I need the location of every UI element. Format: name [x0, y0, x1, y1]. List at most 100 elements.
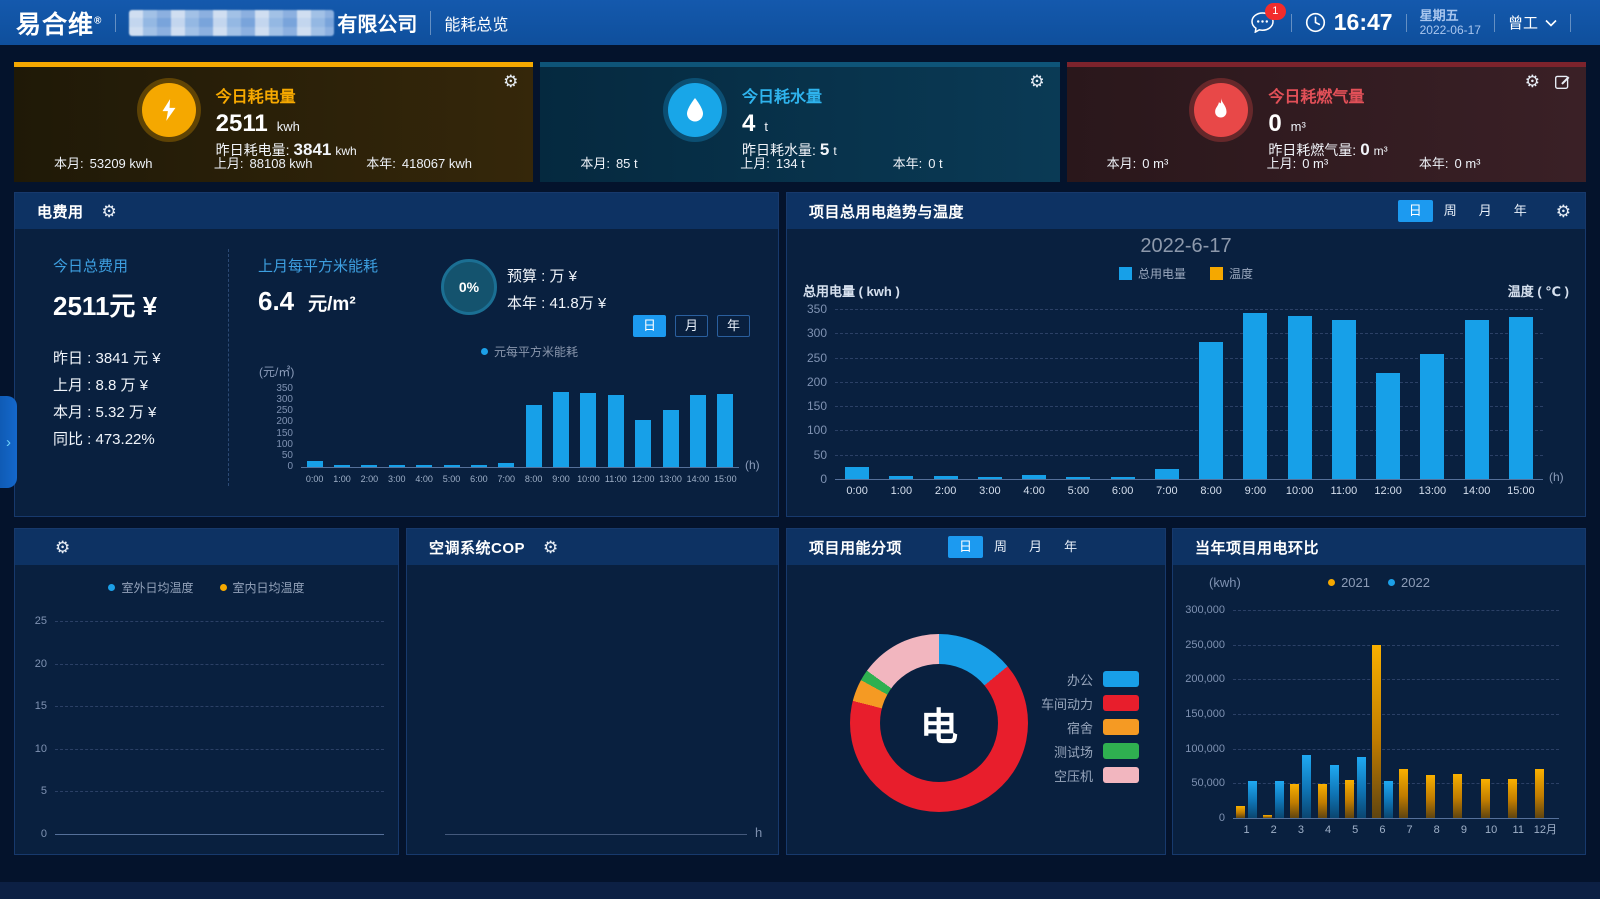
kpi-stats: 本月:53209 kwh 上月:88108 kwh 本年:418067 kwh	[54, 153, 503, 172]
stat-month: 本月:53209 kwh	[54, 153, 214, 172]
settings-gear-icon[interactable]: ⚙	[503, 73, 518, 90]
panel-hvac-cop: 空调系统COP ⚙ h	[406, 528, 779, 855]
sqm-label: 上月每平方米能耗	[258, 255, 378, 276]
nav-energy-overview[interactable]: 能耗总览	[444, 11, 508, 35]
energy-donut-chart: 电	[850, 634, 1028, 812]
bar-hourly_cost	[389, 465, 405, 467]
x-axis-tick: 3:00	[383, 472, 410, 486]
kpi-title: 今日耗电量	[216, 83, 406, 107]
tab-day[interactable]: 日	[1398, 200, 1433, 222]
bar-2022	[1275, 781, 1284, 818]
bar-2021	[1481, 779, 1490, 818]
legend-label: 总用电量	[1138, 265, 1186, 282]
legend-label: 温度	[1229, 265, 1253, 282]
legend-swatch	[1388, 579, 1395, 586]
tab-month[interactable]: 月	[675, 315, 708, 337]
y-axis-tick: 100	[787, 422, 827, 438]
messages-button[interactable]: 1	[1251, 12, 1274, 33]
panel-header: 电费用 ⚙	[15, 193, 778, 229]
tab-week[interactable]: 周	[1433, 200, 1468, 222]
legend-swatch	[1328, 579, 1335, 586]
y-axis-tick: 350	[787, 301, 827, 317]
panel-title: 当年项目用电环比	[1195, 537, 1319, 558]
yoy-legend: 20212022	[1173, 575, 1585, 590]
water-drop-icon	[668, 83, 722, 137]
legend-label: 2021	[1341, 575, 1370, 590]
bar-2021	[1236, 806, 1245, 818]
tab-year[interactable]: 年	[717, 315, 750, 337]
tab-day[interactable]: 日	[633, 315, 666, 337]
kpi-main: 今日耗电量 2511kwh 昨日耗电量:3841kwh	[14, 62, 533, 160]
x-axis-tick: 4:00	[1012, 484, 1056, 498]
bar-总用电量	[1022, 475, 1046, 479]
kpi-value: 4t	[742, 110, 932, 138]
x-axis-tick: 14:00	[684, 472, 711, 486]
x-axis-tick: 3:00	[968, 484, 1012, 498]
gridline	[1233, 645, 1559, 646]
bar-总用电量	[1332, 320, 1356, 479]
panel-yoy-electricity: 当年项目用电环比 (kwh) 20212022 050,000100,00015…	[1172, 528, 1586, 855]
clock-icon	[1305, 12, 1326, 33]
user-menu[interactable]: 曾工	[1508, 12, 1557, 33]
tab-year[interactable]: 年	[1053, 536, 1088, 558]
x-axis-tick: 5	[1342, 823, 1369, 837]
tab-year[interactable]: 年	[1503, 200, 1538, 222]
donut-center-label: 电	[880, 664, 998, 782]
x-axis-tick: 6	[1369, 823, 1396, 837]
y-axis-tick: 0	[787, 471, 827, 487]
x-axis-unit: (h)	[1549, 470, 1564, 484]
temperature-legend: 室外日均温度室内日均温度	[15, 579, 398, 596]
date-display: 星期五 2022-06-17	[1420, 8, 1481, 38]
sidebar-expand-handle[interactable]: ›	[0, 396, 17, 488]
settings-gear-icon[interactable]: ⚙	[1556, 203, 1571, 220]
bar-hourly_cost	[471, 465, 487, 467]
legend-label: 办公	[1067, 670, 1093, 689]
x-axis-tick: 4:00	[411, 472, 438, 486]
bar-2021	[1399, 769, 1408, 818]
settings-gear-icon[interactable]: ⚙	[102, 203, 117, 220]
x-axis-tick: 14:00	[1455, 484, 1499, 498]
bar-hourly_cost	[498, 463, 514, 467]
settings-gear-icon[interactable]: ⚙	[55, 539, 70, 556]
bar-2021	[1535, 769, 1544, 818]
y-axis-unit: (元/㎡)	[259, 363, 294, 380]
x-axis-tick: 1:00	[879, 484, 923, 498]
panel-header: ⚙	[15, 529, 398, 565]
panel-title: 电费用	[37, 201, 84, 222]
settings-gear-icon[interactable]: ⚙	[1525, 73, 1540, 90]
gridline	[55, 706, 384, 707]
tab-week[interactable]: 周	[983, 536, 1018, 558]
divider	[430, 11, 431, 35]
x-axis-tick: 5:00	[438, 472, 465, 486]
tab-day[interactable]: 日	[948, 536, 983, 558]
legend-item: 2021	[1328, 575, 1370, 590]
sqm-energy-block: 上月每平方米能耗 6.4元/m²	[258, 255, 378, 317]
message-count-badge: 1	[1265, 3, 1286, 20]
panel-electricity-cost: 电费用 ⚙ 今日总费用 2511元 ¥ 昨日 : 3841 元 ¥ 上月 : 8…	[14, 192, 779, 517]
card-accent-strip	[540, 62, 1059, 67]
yoy-bar-chart: 050,000100,000150,000200,000250,000300,0…	[1179, 591, 1581, 851]
kpi-value: 2511kwh	[216, 110, 406, 138]
tab-month[interactable]: 月	[1468, 200, 1503, 222]
settings-gear-icon[interactable]: ⚙	[1029, 73, 1044, 90]
kpi-card-electricity: ⚙ 今日耗电量 2511kwh 昨日耗电量:3841kwh 本月:53209 k…	[14, 62, 533, 182]
tab-month[interactable]: 月	[1018, 536, 1053, 558]
legend-item: 室内日均温度	[220, 579, 305, 596]
settings-gear-icon[interactable]: ⚙	[543, 539, 558, 556]
y-axis-tick: 100,000	[1179, 741, 1225, 757]
kpi-stats: 本月:85 t 上月:134 t 本年:0 t	[580, 153, 1029, 172]
breakdown-period-tabs: 日周月年	[948, 536, 1088, 558]
bar-2021	[1453, 774, 1462, 818]
x-axis-tick: 0:00	[301, 472, 328, 486]
bar-2021	[1372, 645, 1381, 818]
hourly-cost-bar-chart: 0501001502002503003500:001:002:003:004:0…	[243, 363, 773, 503]
x-axis-tick: 11	[1505, 823, 1532, 837]
edit-icon[interactable]	[1554, 73, 1571, 90]
y-axis-tick: 200,000	[1179, 671, 1225, 687]
bar-总用电量	[1199, 342, 1223, 479]
bar-hourly_cost	[580, 393, 596, 467]
x-axis-tick: 12:00	[630, 472, 657, 486]
kpi-main: 今日耗燃气量 0m³ 昨日耗燃气量:0m³	[1067, 62, 1586, 160]
gridline	[1233, 714, 1559, 715]
cost-row-last-month: 上月 : 8.8 万 ¥	[53, 372, 161, 399]
